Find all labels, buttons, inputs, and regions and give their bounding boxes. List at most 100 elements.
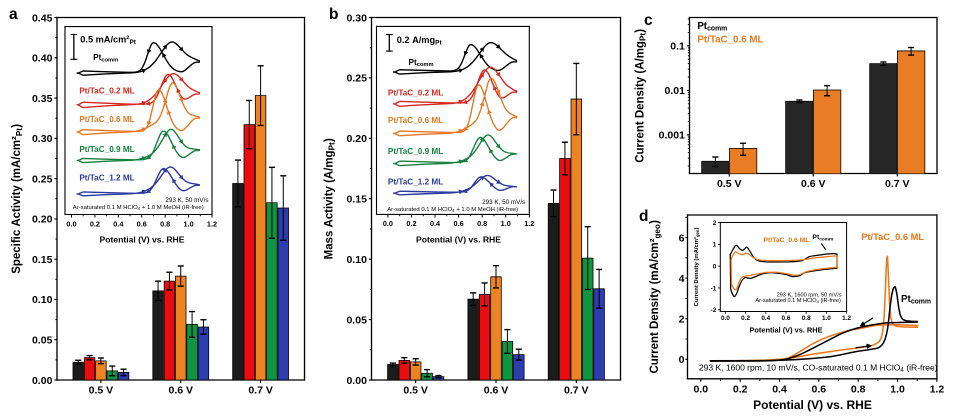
- svg-text:0.30: 0.30: [346, 12, 367, 24]
- svg-text:0.01: 0.01: [664, 85, 685, 97]
- svg-text:0.6: 0.6: [454, 219, 464, 228]
- svg-text:0: 0: [679, 354, 685, 366]
- svg-text:0.5 V: 0.5 V: [403, 385, 428, 397]
- svg-text:0.25: 0.25: [346, 73, 367, 85]
- svg-text:2: 2: [679, 314, 685, 326]
- svg-text:2 9 3: 2 9 3 K , 1 6 0 0 r p m , 1 0 m V / s ,: [699, 350, 944, 375]
- svg-text:Pt/TaC_0.9 ML: Pt/TaC_0.9 ML: [388, 147, 443, 156]
- svg-text:C u r r e: C u r r e n t D e n s i t y ( A / m g ) …: [624, 23, 651, 163]
- svg-text:c: c: [644, 12, 653, 29]
- svg-text:1.0: 1.0: [184, 219, 194, 228]
- svg-text:1.2: 1.2: [207, 219, 217, 228]
- svg-text:0.5 V: 0.5 V: [89, 385, 114, 397]
- svg-text:0.20: 0.20: [32, 214, 53, 226]
- svg-text:Pt/TaC_0.6 ML: Pt/TaC_0.6 ML: [861, 232, 924, 242]
- svg-text:b: b: [329, 6, 338, 23]
- svg-text:Potential (V) vs. RHE: Potential (V) vs. RHE: [753, 398, 872, 412]
- svg-text:S p e c i: S p e c i f i c A c t i v i t y ( m A / …: [0, 118, 27, 274]
- svg-text:0.2: 0.2: [406, 219, 416, 228]
- svg-text:0.6 V: 0.6 V: [801, 178, 826, 190]
- svg-text:0.4: 0.4: [772, 384, 787, 396]
- svg-text:0.7 V: 0.7 V: [564, 385, 589, 397]
- svg-text:0.001: 0.001: [659, 130, 685, 142]
- svg-text:0.0: 0.0: [66, 219, 76, 228]
- svg-text:Potential (V) vs. RHE: Potential (V) vs. RHE: [100, 235, 185, 245]
- svg-text:Pt/TaC_0.2 ML: Pt/TaC_0.2 ML: [388, 88, 443, 97]
- svg-text:P t c o: P t c o m m: [812, 219, 835, 245]
- svg-text:0.2: 0.2: [90, 219, 100, 228]
- svg-text:0.15: 0.15: [346, 194, 367, 206]
- svg-text:-1: -1: [711, 285, 717, 292]
- svg-text:0.5 V: 0.5 V: [717, 178, 742, 190]
- svg-text:P t c o: P t c o m m: [93, 40, 119, 66]
- svg-text:293 K, 50 mV/s: 293 K, 50 mV/s: [165, 197, 208, 204]
- svg-text:0.35: 0.35: [32, 93, 53, 105]
- svg-text:0.25: 0.25: [32, 173, 53, 185]
- svg-text:Pt/TaC_0.6 ML: Pt/TaC_0.6 ML: [79, 115, 134, 124]
- svg-text:0.00: 0.00: [32, 375, 53, 387]
- svg-text:2: 2: [713, 220, 717, 227]
- svg-text:0.20: 0.20: [346, 133, 367, 145]
- svg-text:0.00: 0.00: [346, 375, 367, 387]
- svg-text:0 . 2: 0 . 2 A / m g P t: [397, 23, 446, 50]
- svg-text:1.0: 1.0: [501, 219, 511, 228]
- svg-text:0.6: 0.6: [812, 384, 827, 396]
- svg-text:M a s s: M a s s A c t i v i t y ( A / m g ) P t: [313, 132, 340, 259]
- svg-text:0.0: 0.0: [694, 384, 709, 396]
- svg-text:0.1: 0.1: [670, 41, 685, 53]
- svg-text:6: 6: [679, 232, 685, 244]
- svg-text:0.15: 0.15: [32, 254, 53, 266]
- svg-text:293 K, 1600 rpm, 50 mV/s: 293 K, 1600 rpm, 50 mV/s: [777, 293, 842, 299]
- svg-text:0.6 V: 0.6 V: [484, 385, 509, 397]
- svg-text:Pt/TaC_0.6 ML: Pt/TaC_0.6 ML: [388, 116, 443, 125]
- svg-text:d: d: [639, 208, 648, 225]
- svg-text:0.2: 0.2: [733, 384, 748, 396]
- svg-text:0.8: 0.8: [851, 384, 866, 396]
- svg-text:Pt/TaC_0.9 ML: Pt/TaC_0.9 ML: [79, 145, 134, 154]
- svg-text:C u r r e: C u r r e n t D e n s i t y ( m A / c m …: [678, 221, 704, 306]
- svg-text:0.4: 0.4: [430, 219, 441, 228]
- svg-text:4: 4: [679, 273, 685, 285]
- svg-text:Pt/TaC_1.2 ML: Pt/TaC_1.2 ML: [388, 177, 443, 186]
- svg-text:0: 0: [713, 263, 717, 270]
- svg-text:Potential (V) vs. RHE: Potential (V) vs. RHE: [749, 325, 822, 334]
- svg-text:0.6: 0.6: [782, 315, 791, 322]
- svg-text:0.10: 0.10: [346, 254, 367, 266]
- svg-text:0.7 V: 0.7 V: [248, 385, 273, 397]
- svg-text:P t c o: P t c o m m: [409, 45, 435, 71]
- svg-text:Pt/TaC_0.6 ML: Pt/TaC_0.6 ML: [764, 237, 810, 244]
- svg-text:Pt/TaC_0.6 ML: Pt/TaC_0.6 ML: [697, 35, 763, 46]
- svg-text:0.10: 0.10: [32, 294, 53, 306]
- svg-text:0.8: 0.8: [802, 315, 811, 322]
- svg-text:-2: -2: [711, 307, 717, 314]
- svg-text:Pt/TaC_0.2 ML: Pt/TaC_0.2 ML: [79, 87, 134, 96]
- svg-text:C u r r e: C u r r e n t D e n s i t y ( m A / c m …: [638, 214, 665, 374]
- svg-text:0.0: 0.0: [383, 219, 393, 228]
- svg-text:1: 1: [713, 242, 717, 249]
- svg-text:a: a: [9, 6, 18, 23]
- svg-text:0.0: 0.0: [721, 315, 730, 322]
- svg-text:Potential (V) vs. RHE: Potential (V) vs. RHE: [416, 235, 501, 245]
- svg-text:1.2: 1.2: [524, 219, 534, 228]
- svg-text:293 K, 50 mV/s: 293 K, 50 mV/s: [482, 199, 525, 206]
- svg-text:0.05: 0.05: [346, 314, 367, 326]
- svg-text:0.40: 0.40: [32, 53, 53, 65]
- svg-text:0.6 V: 0.6 V: [168, 385, 193, 397]
- svg-text:P t c o: P t c o m m: [901, 282, 931, 309]
- svg-text:1.0: 1.0: [890, 384, 905, 396]
- svg-text:0.45: 0.45: [32, 12, 53, 24]
- svg-text:0.8: 0.8: [477, 219, 487, 228]
- svg-text:1.2: 1.2: [930, 384, 945, 396]
- svg-text:A r - s: A r - s a t u r a t e d 0 . 1 M H C l O …: [755, 282, 847, 307]
- svg-text:0.8: 0.8: [160, 219, 170, 228]
- svg-text:1.0: 1.0: [822, 315, 831, 322]
- svg-text:0.05: 0.05: [32, 335, 53, 347]
- svg-text:0.6: 0.6: [137, 219, 147, 228]
- svg-text:Pt/TaC_1.2 ML: Pt/TaC_1.2 ML: [79, 173, 134, 182]
- svg-text:1.2: 1.2: [842, 315, 851, 322]
- svg-text:0.30: 0.30: [32, 133, 53, 145]
- svg-text:0.4: 0.4: [761, 315, 770, 322]
- svg-text:P t c o: P t c o m m: [697, 9, 727, 36]
- svg-text:0.7 V: 0.7 V: [885, 178, 910, 190]
- svg-text:0 . 5: 0 . 5 m A / c m ² P t: [80, 23, 140, 50]
